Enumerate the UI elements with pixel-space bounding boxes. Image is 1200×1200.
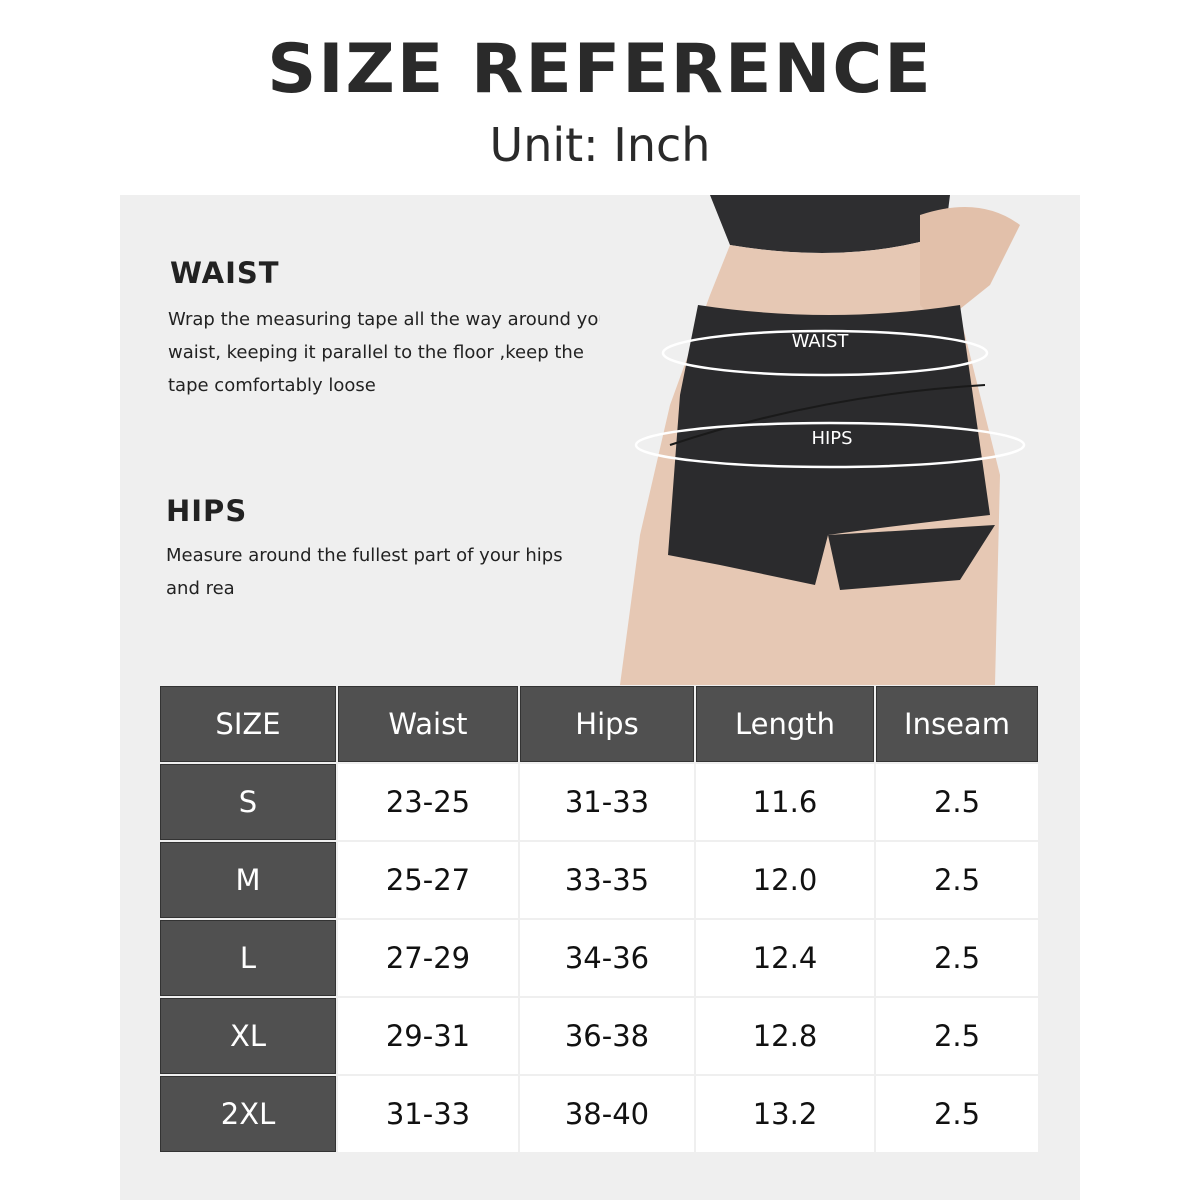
cell-size: M <box>160 842 336 918</box>
cell-length: 13.2 <box>696 1076 874 1152</box>
hips-heading: HIPS <box>166 494 248 528</box>
cell-length: 12.0 <box>696 842 874 918</box>
cell-size: S <box>160 764 336 840</box>
cell-inseam: 2.5 <box>876 998 1038 1074</box>
cell-size: XL <box>160 998 336 1074</box>
cell-length: 12.8 <box>696 998 874 1074</box>
table-row: M 25-27 33-35 12.0 2.5 <box>160 842 1038 918</box>
cell-inseam: 2.5 <box>876 920 1038 996</box>
cell-hips: 34-36 <box>520 920 694 996</box>
waist-heading: WAIST <box>170 256 280 290</box>
header-inseam: Inseam <box>876 686 1038 762</box>
cell-hips: 31-33 <box>520 764 694 840</box>
table-row: XL 29-31 36-38 12.8 2.5 <box>160 998 1038 1074</box>
size-table: SIZE Waist Hips Length Inseam S 23-25 31-3… <box>158 684 1040 1154</box>
cell-waist: 25-27 <box>338 842 518 918</box>
waist-description: Wrap the measuring tape all the way arou… <box>168 309 618 396</box>
cell-size: L <box>160 920 336 996</box>
cell-inseam: 2.5 <box>876 842 1038 918</box>
photo-hips-label: HIPS <box>811 428 852 449</box>
cell-length: 11.6 <box>696 764 874 840</box>
cell-waist: 23-25 <box>338 764 518 840</box>
unit-subtitle: Unit: Inch <box>489 118 711 172</box>
hips-description: Measure around the fullest part of your … <box>166 545 563 599</box>
cell-waist: 29-31 <box>338 998 518 1074</box>
table-row: S 23-25 31-33 11.6 2.5 <box>160 764 1038 840</box>
header-size: SIZE <box>160 686 336 762</box>
header-length: Length <box>696 686 874 762</box>
cell-waist: 31-33 <box>338 1076 518 1152</box>
cell-size: 2XL <box>160 1076 336 1152</box>
page-title: SIZE REFERENCE <box>267 30 933 109</box>
header-waist: Waist <box>338 686 518 762</box>
cell-hips: 38-40 <box>520 1076 694 1152</box>
cell-hips: 33-35 <box>520 842 694 918</box>
header-hips: Hips <box>520 686 694 762</box>
cell-inseam: 2.5 <box>876 764 1038 840</box>
cell-length: 12.4 <box>696 920 874 996</box>
cell-inseam: 2.5 <box>876 1076 1038 1152</box>
table-row: 2XL 31-33 38-40 13.2 2.5 <box>160 1076 1038 1152</box>
cell-waist: 27-29 <box>338 920 518 996</box>
table-header-row: SIZE Waist Hips Length Inseam <box>160 686 1038 762</box>
model-photo: WAIST HIPS <box>600 195 1080 685</box>
table-row: L 27-29 34-36 12.4 2.5 <box>160 920 1038 996</box>
cell-hips: 36-38 <box>520 998 694 1074</box>
photo-waist-label: WAIST <box>792 331 850 352</box>
